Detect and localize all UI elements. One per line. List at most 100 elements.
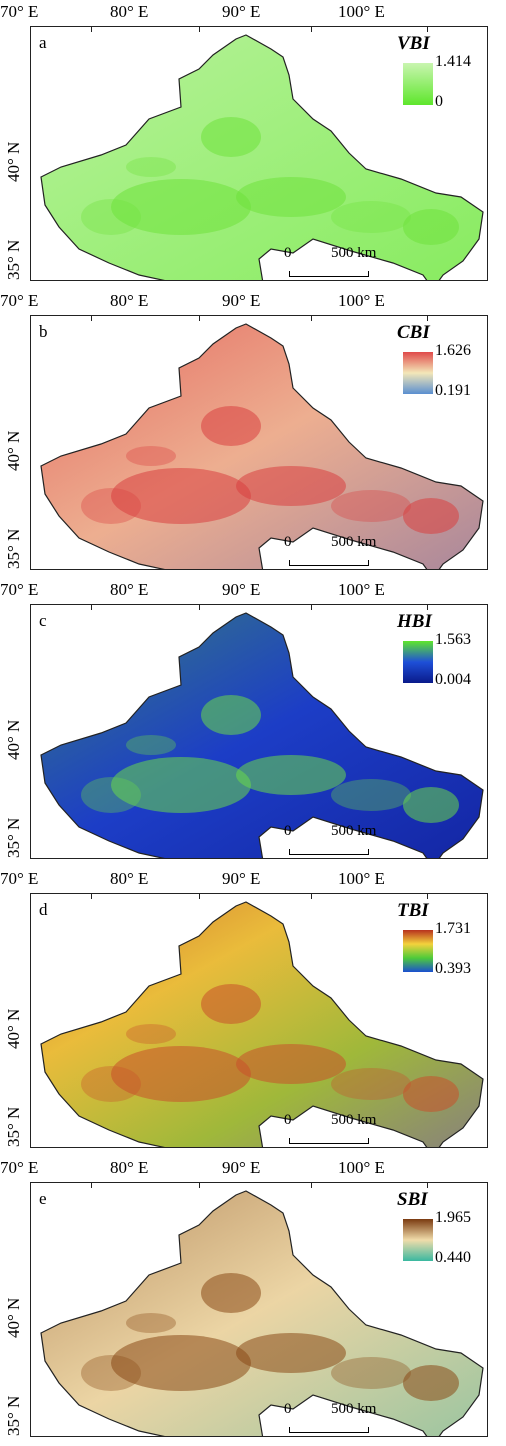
legend-color-ramp	[403, 1219, 433, 1261]
scale-bar: 0 500 km	[283, 1401, 423, 1433]
legend-max-value: 1.414	[435, 53, 471, 70]
frame-tick	[91, 27, 92, 32]
region-map	[40, 34, 484, 280]
map-panel-d: 70° E 80° E 90° E 100° E 40° N 35° N d TBI 1.731…	[0, 867, 506, 1156]
map-frame: c HBI 1.563 0.004 0 500 km	[30, 604, 488, 859]
frame-tick	[427, 894, 428, 899]
index-title: SBI	[397, 1189, 428, 1210]
map-frame: e SBI 1.965 0.440 0 500 km	[30, 1182, 488, 1437]
frame-tick	[427, 605, 428, 610]
longitude-label: 70° E	[0, 291, 39, 310]
map-frame: d TBI 1.731 0.393 0 500 km	[30, 893, 488, 1148]
legend-color-ramp	[403, 641, 433, 683]
map-panel-e: 70° E 80° E 90° E 100° E 40° N 35° N e SBI 1.965…	[0, 1156, 506, 1445]
longitude-label: 70° E	[0, 580, 39, 599]
longitude-label: 100° E	[338, 2, 385, 21]
legend-min-value: 0.191	[435, 382, 471, 399]
latitude-label: 35° N	[4, 1106, 23, 1147]
region-border	[40, 901, 484, 1147]
frame-tick	[91, 316, 92, 321]
scale-bar: 0 500 km	[283, 823, 423, 855]
frame-tick	[311, 27, 312, 32]
scale-start-label: 0	[284, 1401, 292, 1417]
index-title: VBI	[397, 33, 430, 54]
latitude-label: 40° N	[4, 141, 23, 182]
longitude-label: 90° E	[222, 2, 261, 21]
frame-tick	[199, 27, 200, 32]
index-title: CBI	[397, 322, 430, 343]
latitude-label: 40° N	[4, 719, 23, 760]
legend-min-value: 0.004	[435, 671, 471, 688]
longitude-label: 80° E	[110, 291, 149, 310]
legend-min-value: 0.393	[435, 960, 471, 977]
scale-start-label: 0	[284, 1112, 292, 1128]
region-border	[40, 612, 484, 858]
frame-tick	[311, 1183, 312, 1188]
frame-tick	[311, 316, 312, 321]
legend-max-value: 1.563	[435, 631, 471, 648]
panel-letter: b	[39, 322, 48, 341]
frame-tick	[199, 1183, 200, 1188]
panel-letter: d	[39, 900, 48, 919]
frame-tick	[199, 894, 200, 899]
scale-start-label: 0	[284, 245, 292, 261]
frame-tick	[199, 605, 200, 610]
frame-tick	[91, 1183, 92, 1188]
legend-color-ramp	[403, 352, 433, 394]
panel-letter: e	[39, 1189, 47, 1208]
map-panel-c: 70° E 80° E 90° E 100° E 40° N 35° N c HBI 1.563…	[0, 578, 506, 867]
latitude-label: 35° N	[4, 817, 23, 858]
scale-bar-line	[289, 1138, 369, 1144]
scale-end-label: 500 km	[331, 1401, 377, 1417]
map-frame: a VBI 1.414 0 0 500 km	[30, 26, 488, 281]
scale-end-label: 500 km	[331, 823, 377, 839]
longitude-label: 70° E	[0, 1158, 39, 1177]
legend-max-value: 1.626	[435, 342, 471, 359]
longitude-label: 100° E	[338, 291, 385, 310]
panel-letter: a	[39, 33, 47, 52]
latitude-label: 40° N	[4, 430, 23, 471]
longitude-label: 80° E	[110, 1158, 149, 1177]
frame-tick	[427, 316, 428, 321]
legend-max-value: 1.731	[435, 920, 471, 937]
longitude-label: 100° E	[338, 869, 385, 888]
longitude-label: 80° E	[110, 869, 149, 888]
scale-bar-line	[289, 560, 369, 566]
longitude-label: 80° E	[110, 2, 149, 21]
scale-end-label: 500 km	[331, 534, 377, 550]
longitude-label: 70° E	[0, 869, 39, 888]
latitude-label: 35° N	[4, 528, 23, 569]
legend-max-value: 1.965	[435, 1209, 471, 1226]
scale-bar: 0 500 km	[283, 1112, 423, 1144]
scale-bar: 0 500 km	[283, 534, 423, 566]
scale-bar: 0 500 km	[283, 245, 423, 277]
longitude-label: 90° E	[222, 869, 261, 888]
longitude-label: 80° E	[110, 580, 149, 599]
map-panel-b: 70° E 80° E 90° E 100° E 40° N 35° N b CBI 1.626…	[0, 289, 506, 578]
scale-start-label: 0	[284, 823, 292, 839]
frame-tick	[427, 27, 428, 32]
latitude-label: 40° N	[4, 1008, 23, 1049]
region-border	[40, 1190, 484, 1436]
legend-min-value: 0.440	[435, 1249, 471, 1266]
map-panel-a: 70° E 80° E 90° E 100° E 40° N 35° N a VBI 1.414…	[0, 0, 506, 289]
scale-bar-line	[289, 849, 369, 855]
region-border	[40, 323, 484, 569]
index-title: HBI	[397, 611, 432, 632]
map-frame: b CBI 1.626 0.191 0 500 km	[30, 315, 488, 570]
region-border	[40, 34, 484, 280]
scale-end-label: 500 km	[331, 245, 377, 261]
longitude-label: 100° E	[338, 1158, 385, 1177]
scale-bar-line	[289, 271, 369, 277]
panel-letter: c	[39, 611, 47, 630]
frame-tick	[199, 316, 200, 321]
index-title: TBI	[397, 900, 429, 921]
frame-tick	[91, 605, 92, 610]
frame-tick	[311, 605, 312, 610]
legend-color-ramp	[403, 63, 433, 105]
frame-tick	[427, 1183, 428, 1188]
longitude-label: 70° E	[0, 2, 39, 21]
latitude-label: 40° N	[4, 1297, 23, 1338]
region-map	[40, 323, 484, 569]
frame-tick	[91, 894, 92, 899]
